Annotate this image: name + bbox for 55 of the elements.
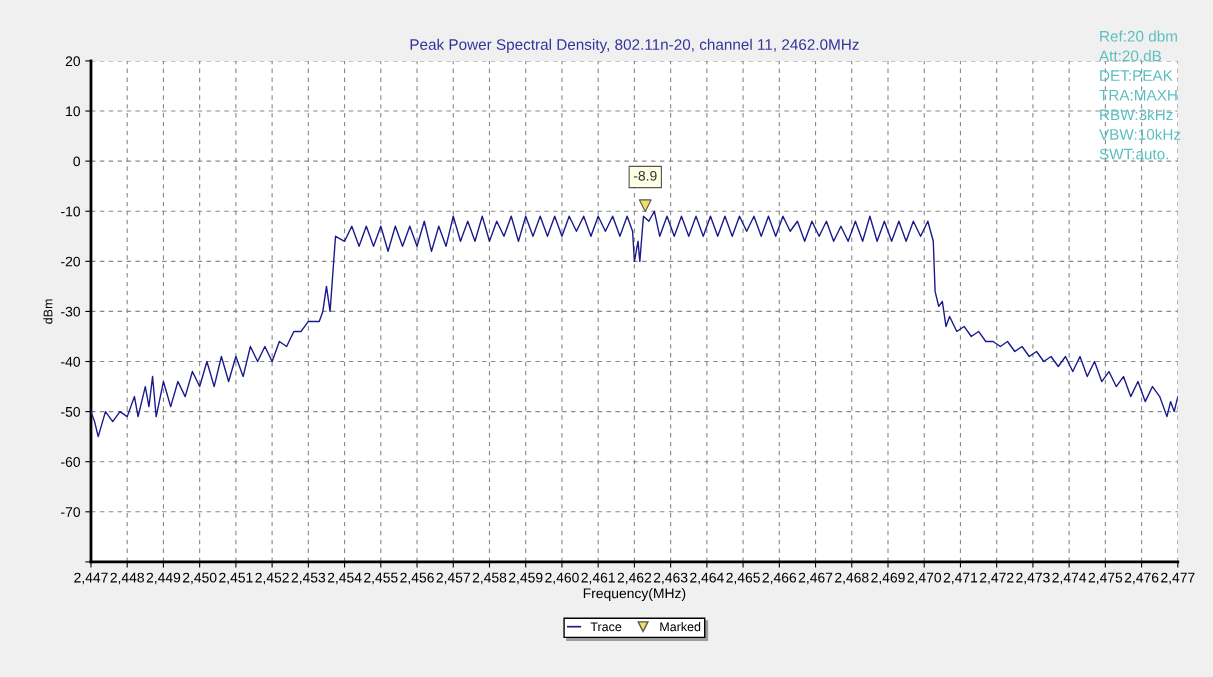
x-tick-label: 2,464	[690, 572, 724, 585]
x-tick-label: 2,476	[1124, 572, 1159, 585]
x-tick-label: 2,456	[400, 572, 434, 585]
x-tick-label: 2,473	[1016, 572, 1050, 585]
y-tick-label: 10	[66, 106, 81, 117]
x-tick-label: 2,474	[1052, 572, 1087, 585]
x-tick-label: 2,453	[291, 572, 326, 585]
y-tick-label: -10	[61, 206, 81, 217]
x-tick-label: 2,454	[327, 572, 362, 585]
x-tick-label: 2,477	[1161, 572, 1195, 585]
x-tick-label: 2,448	[110, 572, 144, 585]
x-tick-label: 2,457	[436, 572, 470, 585]
annotation: Att:20.dB	[1099, 50, 1162, 62]
legend-label: Trace	[590, 622, 622, 632]
x-tick-label: 2,447	[74, 572, 108, 585]
x-tick-label: 2,452	[255, 572, 289, 585]
legend-label: Marked	[660, 622, 701, 632]
y-tick-label: -60	[61, 457, 81, 467]
y-tick-label: 20	[65, 56, 81, 67]
x-tick-label: 2,468	[835, 572, 869, 585]
x-tick-label: 2,466	[762, 572, 797, 585]
line-series	[90, 210, 1178, 438]
x-tick-label: 2,458	[472, 572, 507, 585]
chart-title: Peak Power Spectral Density, 802.11n-20, channel 11, 2462.0MHz	[410, 38, 859, 53]
y-tick-label: -30	[61, 306, 81, 317]
x-tick-label: 2,455	[364, 572, 398, 585]
annotation: DET:PEAK	[1100, 70, 1173, 81]
x-tick-label: 2,463	[653, 572, 688, 585]
annotation: SWT:auto.	[1099, 148, 1169, 160]
x-tick-label: 2,461	[581, 572, 615, 585]
y-axis-title: dBm	[43, 299, 53, 324]
x-tick-label: 2,459	[509, 572, 543, 585]
x-tick-label: 2,472	[980, 572, 1014, 585]
x-tick-label: 2,467	[798, 572, 833, 585]
x-tick-label: 2,451	[219, 572, 253, 585]
x-tick-label: 2,471	[943, 572, 978, 585]
x-tick-label: 2,465	[726, 572, 760, 585]
y-tick-label: -50	[61, 406, 81, 417]
text: Ref:20 dbm	[1100, 30, 1177, 42]
x-tick-label: 2,469	[871, 572, 905, 585]
annotation: VBW:10kHz	[1099, 128, 1181, 140]
annotation: -8.9	[633, 170, 657, 181]
x-tick-label: 2,475	[1088, 572, 1123, 585]
x-tick-label: 2,470	[907, 572, 942, 585]
y-tick-label: -40	[61, 356, 81, 367]
y-tick-label: -20	[61, 256, 81, 267]
x-tick-label: 2,462	[617, 572, 652, 585]
y-tick-label: 0	[73, 156, 81, 167]
x-tick-label: 2,460	[545, 572, 579, 585]
y-tick-label: -70	[61, 507, 81, 517]
annotation: TRA:MAXH	[1099, 89, 1177, 101]
x-tick-label: 2,449	[146, 572, 181, 585]
x-axis-title: Frequency(MHz)	[583, 588, 686, 601]
annotation: RBW:3kHz	[1100, 109, 1173, 121]
x-tick-label: 2,450	[182, 572, 217, 585]
